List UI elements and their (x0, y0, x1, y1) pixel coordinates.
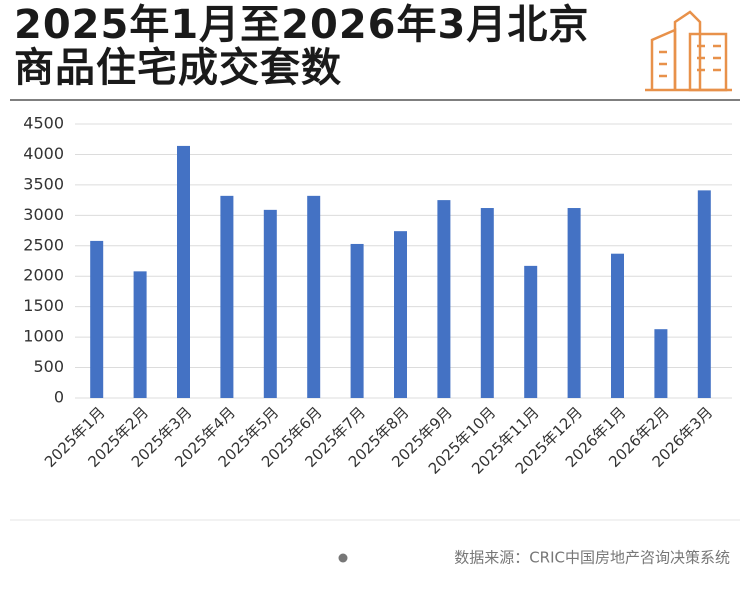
bar (394, 231, 407, 398)
y-tick-label: 4000 (23, 144, 64, 163)
bar (697, 190, 711, 398)
bar (263, 209, 277, 398)
y-tick-label: 2000 (23, 266, 64, 285)
y-tick-label: 0 (54, 388, 64, 407)
bar (611, 253, 624, 398)
bar (133, 271, 147, 398)
bar (654, 329, 668, 398)
bar (524, 265, 538, 398)
building-icon (645, 10, 732, 92)
source-dot (338, 553, 348, 563)
y-tick-label: 3000 (23, 205, 64, 224)
source: 数据来源：CRIC中国房地产咨询决策系统 (454, 549, 730, 567)
bar (350, 243, 364, 398)
y-tick-label: 4500 (23, 114, 64, 133)
y-tick-label: 1000 (23, 327, 64, 346)
bar (567, 208, 581, 398)
y-tick-label: 2500 (23, 235, 64, 254)
bar (220, 195, 234, 398)
y-tick-label: 1500 (23, 296, 64, 315)
bar (177, 145, 190, 398)
bar (480, 208, 494, 398)
y-tick-label: 500 (33, 357, 64, 376)
bar (437, 200, 451, 398)
bar (90, 240, 104, 398)
y-tick-label: 3500 (23, 174, 64, 193)
chart-title: 2025年1月至2026年3月北京商品住宅成交套数 (14, 2, 590, 91)
bar (307, 195, 321, 398)
